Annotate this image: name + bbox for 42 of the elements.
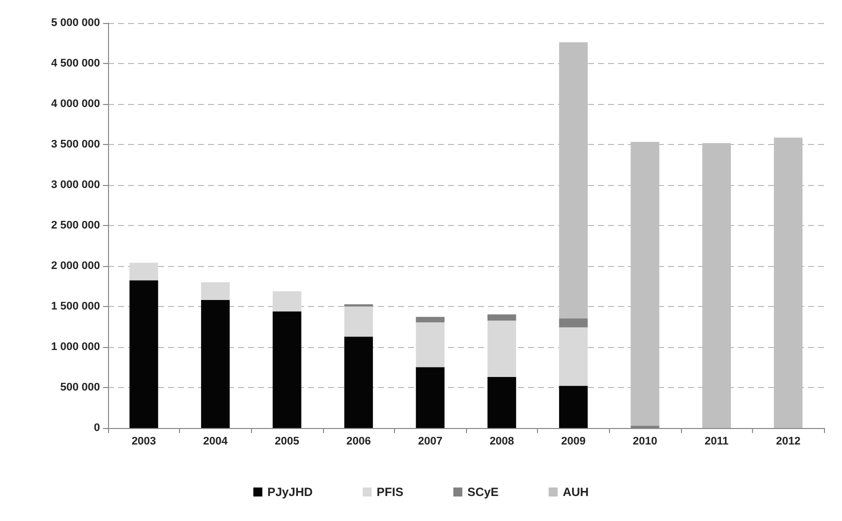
- x-tick-label: 2011: [704, 436, 729, 448]
- x-tick-label: 2007: [418, 436, 442, 448]
- bar: [487, 376, 516, 428]
- x-tick-label: 2006: [346, 436, 371, 448]
- y-tick-label: 0: [94, 422, 100, 434]
- legend-label: AUH: [562, 485, 589, 499]
- bar: [416, 322, 445, 368]
- bar: [129, 280, 158, 428]
- bar: [416, 316, 445, 322]
- bar: [201, 300, 230, 428]
- y-tick-label: 3 000 000: [51, 179, 100, 191]
- y-tick-label: 500 000: [60, 382, 100, 394]
- bar: [559, 386, 588, 428]
- bar: [344, 306, 373, 337]
- y-tick-label: 2 500 000: [51, 220, 100, 232]
- legend-label: PFIS: [376, 485, 404, 499]
- bar: [416, 367, 445, 428]
- y-tick-label: 4 000 000: [51, 98, 100, 110]
- x-tick-label: 2008: [490, 436, 514, 448]
- x-tick-label: 2004: [203, 436, 229, 448]
- x-tick-label: 2010: [632, 436, 658, 448]
- x-tick-label: 2003: [132, 436, 156, 448]
- bar: [272, 291, 302, 312]
- legend-label: PJyJHD: [267, 485, 314, 499]
- bar: [487, 320, 516, 377]
- bar: [559, 327, 588, 386]
- y-tick-label: 5 000 000: [51, 17, 100, 29]
- y-tick-label: 4 500 000: [51, 58, 100, 70]
- y-tick-label: 1 000 000: [51, 341, 100, 353]
- x-tick-label: 2009: [561, 436, 586, 448]
- legend-label: SCyE: [467, 485, 499, 499]
- y-tick-label: 2 000 000: [51, 260, 100, 272]
- x-tick-label: 2005: [274, 436, 300, 448]
- bar: [272, 311, 302, 428]
- bar: [344, 336, 373, 428]
- bar: [129, 262, 158, 280]
- y-tick-label: 3 500 000: [51, 138, 100, 150]
- bar: [487, 314, 516, 321]
- bar: [559, 318, 588, 328]
- x-tick-label: 2012: [776, 436, 800, 448]
- y-tick-label: 1 500 000: [51, 300, 100, 312]
- bar: [201, 282, 230, 300]
